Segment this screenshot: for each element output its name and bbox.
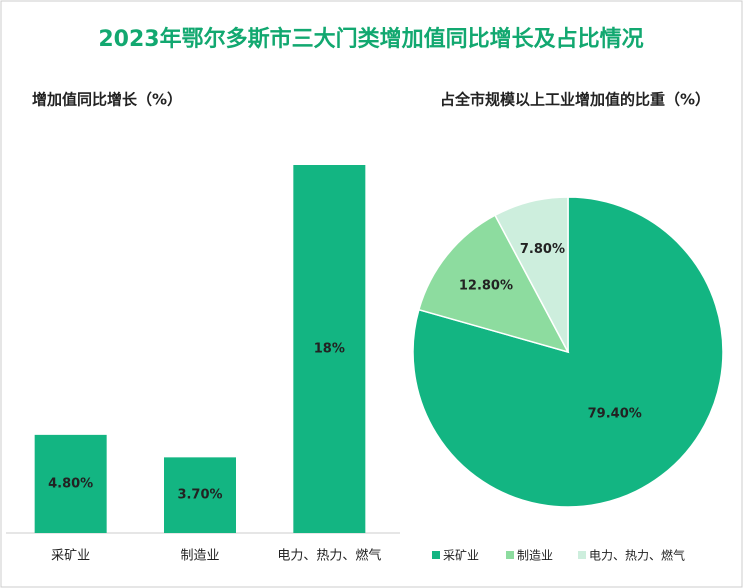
x-tick-label: 采矿业 (51, 549, 90, 564)
pie-slice (417, 214, 570, 354)
pie-slice (494, 196, 569, 353)
value-label: 18% (314, 342, 345, 357)
bar (34, 434, 107, 533)
legend-label: 采矿业 (443, 549, 479, 563)
value-label: 79.40% (588, 406, 642, 421)
bar (293, 165, 366, 533)
bar (164, 457, 236, 533)
x-tick-label: 制造业 (180, 549, 219, 564)
value-label: 12.80% (459, 278, 513, 293)
legend-label: 电力、热力、燃气 (589, 548, 685, 563)
bar-title: 增加值同比增长（%） (32, 91, 182, 109)
legend-swatch (578, 551, 586, 559)
legend-swatch (432, 551, 440, 559)
pie-slice (412, 196, 724, 508)
value-label: 4.80% (48, 476, 93, 491)
value-label: 3.70% (177, 488, 222, 503)
legend-swatch (506, 551, 514, 559)
legend-label: 制造业 (517, 549, 553, 563)
pie-title: 占全市规模以上工业增加值的比重（%） (440, 91, 710, 109)
x-tick-label: 电力、热力、燃气 (277, 548, 381, 564)
value-label: 7.80% (520, 242, 565, 257)
page-title: 2023年鄂尔多斯市三大门类增加值同比增长及占比情况 (98, 26, 643, 52)
